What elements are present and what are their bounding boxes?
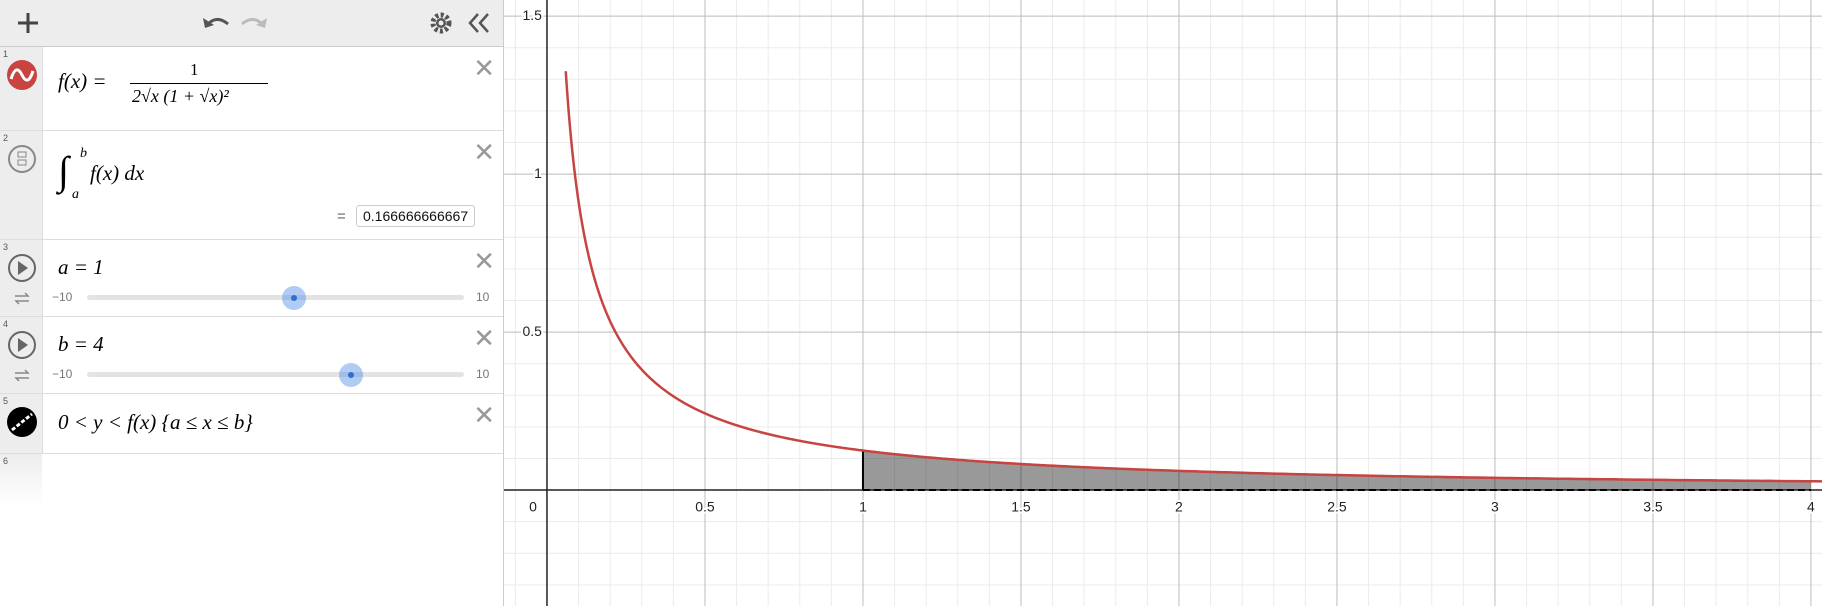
x-tick-label: 3 xyxy=(1491,499,1499,515)
delete-button[interactable]: ✕ xyxy=(473,137,495,167)
row-number: 6 xyxy=(3,456,9,466)
color-icon[interactable] xyxy=(0,394,42,453)
gutter: 6 xyxy=(0,454,42,506)
x-tick-label: 0.5 xyxy=(695,499,715,515)
add-button[interactable] xyxy=(18,13,38,33)
origin-label: 0 xyxy=(529,499,537,515)
delete-button[interactable]: ✕ xyxy=(473,53,495,83)
graph-paper[interactable]: 0.5 1 1.5 2 2.5 3 3.5 4 0.5 1 1.5 0 xyxy=(504,0,1822,606)
row-number: 4 xyxy=(3,319,9,329)
redo-arrow xyxy=(256,18,267,28)
x-tick-label: 2 xyxy=(1175,499,1183,515)
slider-row[interactable]: 3 a = 1 −10 10 ✕ xyxy=(0,240,503,317)
gutter: 5 xyxy=(0,394,43,453)
gutter: 3 xyxy=(0,240,43,316)
denominator: 2√x (1 + √x)² xyxy=(132,86,229,106)
y-tick-label: 0.5 xyxy=(523,323,543,339)
color-icon[interactable] xyxy=(0,47,42,130)
gutter: 1 xyxy=(0,47,43,130)
row-number: 2 xyxy=(3,133,9,143)
slider-min: −10 xyxy=(52,290,73,304)
expression-row[interactable]: 1 f(x) = 1 2√x (1 + √x)² ✕ xyxy=(0,47,503,131)
expression-row[interactable]: 2 ∫ b a f(x) dx = 0.166666666667 ✕ xyxy=(0,131,503,240)
play-icon[interactable] xyxy=(0,317,42,393)
row-number: 3 xyxy=(3,242,9,252)
plot xyxy=(564,71,1822,492)
play-icon[interactable] xyxy=(0,240,42,316)
result-value: 0.166666666667 xyxy=(356,205,476,227)
delete-button[interactable]: ✕ xyxy=(473,323,495,353)
slider-max: 10 xyxy=(476,367,490,381)
slider-handle[interactable] xyxy=(338,363,363,387)
delete-button[interactable]: ✕ xyxy=(473,246,495,276)
toolbar-icons xyxy=(18,12,489,34)
shaded-region xyxy=(862,450,1811,491)
row-number: 5 xyxy=(3,396,9,406)
fraction-bar xyxy=(130,83,268,84)
integral-sign: ∫ xyxy=(58,148,69,193)
slider-min: −10 xyxy=(52,367,73,381)
x-tick-label: 1.5 xyxy=(1011,499,1031,515)
slider-track[interactable] xyxy=(87,295,464,300)
row-number: 1 xyxy=(3,49,9,59)
function-curve xyxy=(564,71,1822,483)
expression-panel: 1 f(x) = 1 2√x (1 + √x)² ✕ 2 ∫ b a f(x) … xyxy=(0,0,504,606)
slider-track[interactable] xyxy=(87,372,464,377)
gutter: 4 xyxy=(0,317,43,393)
hidden-icon[interactable] xyxy=(0,131,42,239)
gutter: 2 xyxy=(0,131,43,239)
empty-expression-row[interactable]: 6 xyxy=(0,454,503,506)
slider-label: a = 1 xyxy=(58,255,104,279)
toolbar xyxy=(0,0,503,47)
x-tick-label: 2.5 xyxy=(1327,499,1347,515)
slider-row[interactable]: 4 b = 4 −10 10 ✕ xyxy=(0,317,503,394)
collapse-button[interactable] xyxy=(468,13,489,33)
x-tick-label: 4 xyxy=(1807,499,1815,515)
settings-button[interactable] xyxy=(430,12,452,34)
slider-label: b = 4 xyxy=(58,332,104,356)
integral-lower: a xyxy=(72,187,79,202)
delete-button[interactable]: ✕ xyxy=(473,400,495,430)
integral-body: f(x) dx xyxy=(90,161,145,185)
inequality: 0 < y < f(x) {a ≤ x ≤ b} xyxy=(58,410,253,434)
expression-lhs: f(x) = xyxy=(58,69,107,93)
slider-handle[interactable] xyxy=(282,286,307,310)
x-tick-label: 1 xyxy=(859,499,867,515)
y-tick-label: 1 xyxy=(534,165,542,181)
y-tick-label: 1.5 xyxy=(523,7,543,23)
expression-row[interactable]: 5 0 < y < f(x) {a ≤ x ≤ b} ✕ xyxy=(0,394,503,454)
undo-arrow xyxy=(203,18,214,28)
slider-max: 10 xyxy=(476,290,490,304)
equals: = xyxy=(337,208,346,225)
x-tick-label: 3.5 xyxy=(1643,499,1663,515)
numerator: 1 xyxy=(190,60,199,79)
integral-upper: b xyxy=(80,146,87,161)
